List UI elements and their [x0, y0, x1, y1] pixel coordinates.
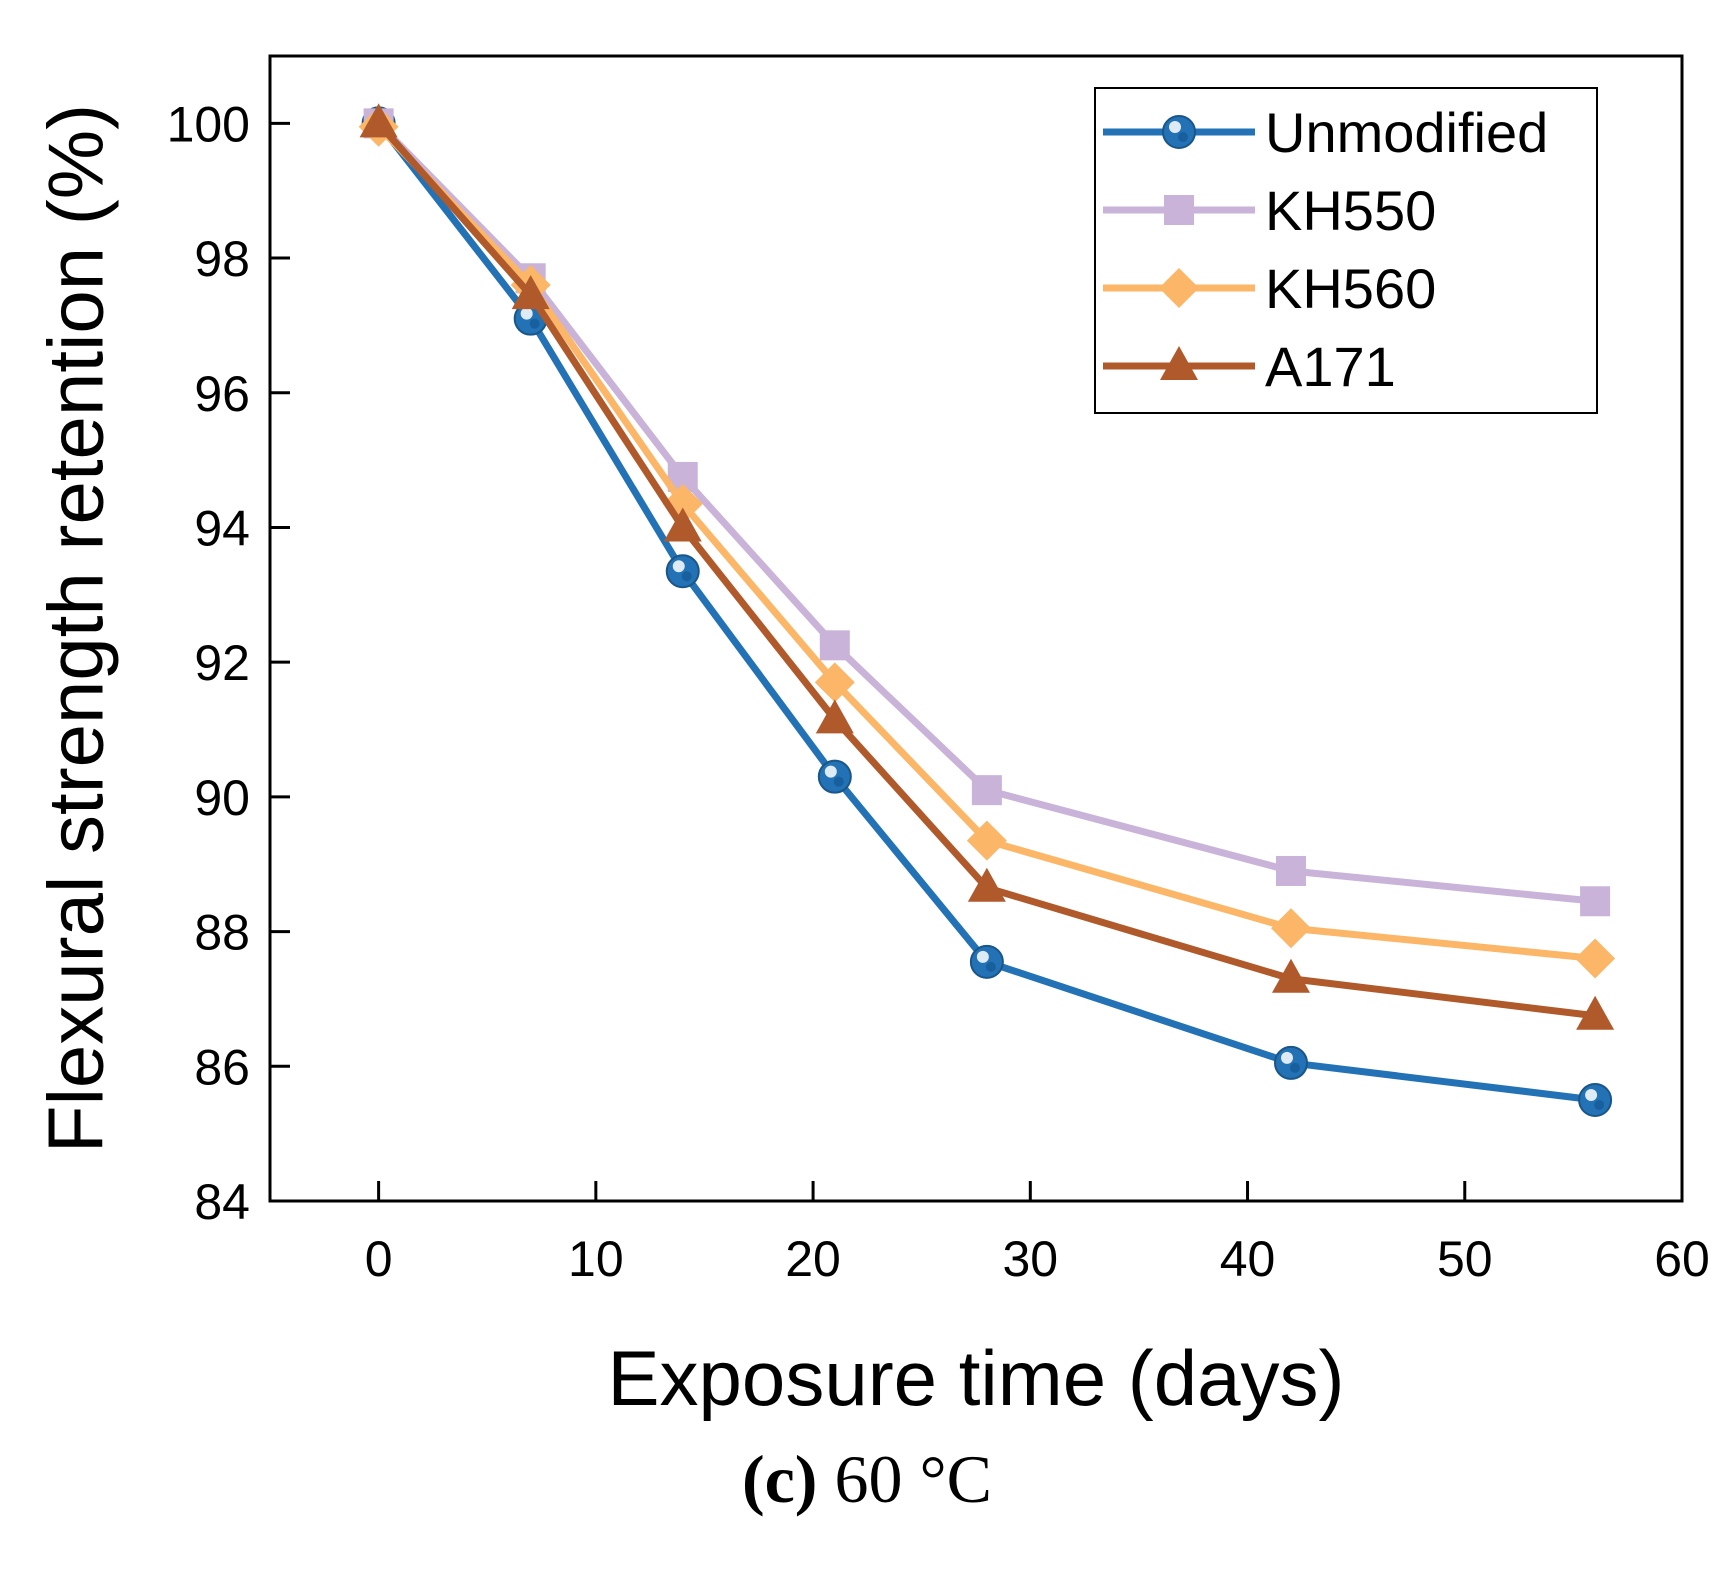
legend-label: A171: [1265, 335, 1396, 398]
figure-caption: (c) 60 °C: [0, 1440, 1734, 1519]
legend-label: KH560: [1265, 257, 1436, 320]
data-point: [663, 507, 702, 542]
legend-marker: [1159, 268, 1199, 308]
data-point: [817, 759, 852, 794]
y-tick-label: 90: [194, 770, 250, 826]
legend-item: KH550: [1103, 179, 1436, 242]
x-tick-label: 0: [365, 1231, 393, 1287]
data-point: [967, 867, 1006, 902]
legend-item: A171: [1103, 335, 1396, 398]
data-point: [1576, 995, 1615, 1030]
data-point: [1578, 1082, 1613, 1117]
data-point: [511, 275, 550, 310]
data-point: [359, 103, 398, 138]
data-point: [971, 775, 1002, 806]
legend-label: Unmodified: [1265, 101, 1548, 164]
data-point: [1270, 908, 1311, 949]
data-point: [966, 820, 1007, 861]
y-tick-label: 88: [194, 905, 250, 961]
data-point: [1273, 1045, 1308, 1080]
y-axis-ticks: 84 86 88 90 92 94 96 98 100: [167, 96, 290, 1230]
legend: Unmodified KH550 KH560 A171: [1094, 87, 1598, 414]
y-tick-label: 84: [194, 1174, 250, 1230]
legend-marker: [1160, 346, 1198, 380]
legend-marker: [1162, 115, 1196, 149]
y-tick-label: 92: [194, 635, 250, 691]
y-tick-label: 94: [194, 500, 250, 556]
x-axis-ticks: 0 10 20 30 40 50 60: [365, 1181, 1710, 1287]
legend-item: Unmodified: [1103, 101, 1548, 164]
data-point: [815, 699, 854, 734]
data-point: [1275, 855, 1306, 886]
y-tick-label: 86: [194, 1039, 250, 1095]
x-tick-label: 50: [1437, 1231, 1493, 1287]
legend-label: KH550: [1265, 179, 1436, 242]
plot-frame: [268, 54, 1684, 1203]
y-tick-label: 98: [194, 231, 250, 287]
series-a171: [359, 103, 1615, 1030]
x-tick-label: 10: [568, 1231, 624, 1287]
caption-text: 60 °C: [834, 1441, 993, 1517]
line-chart: 0 10 20 30 40 50 60 84 86 88 90 92 94 96 98 100 Exposu…: [32, 54, 1710, 1422]
x-axis-title: Exposure time (days): [608, 1334, 1345, 1422]
data-point: [969, 944, 1004, 979]
series-layer: [358, 103, 1616, 1117]
data-point: [665, 554, 700, 589]
caption-letter: (c): [741, 1441, 818, 1517]
data-point: [1580, 886, 1611, 917]
y-axis-title: Flexural strength retention (%): [32, 104, 120, 1153]
legend-item: KH560: [1103, 257, 1436, 320]
x-tick-label: 30: [1002, 1231, 1058, 1287]
data-point: [1271, 958, 1310, 993]
legend-marker: [1164, 195, 1194, 225]
y-tick-label: 96: [194, 366, 250, 422]
y-tick-label: 100: [167, 96, 250, 152]
x-tick-label: 60: [1654, 1231, 1710, 1287]
data-point: [1575, 938, 1616, 979]
x-tick-label: 40: [1220, 1231, 1276, 1287]
x-tick-label: 20: [785, 1231, 841, 1287]
data-point: [819, 630, 850, 661]
data-point: [814, 662, 855, 703]
